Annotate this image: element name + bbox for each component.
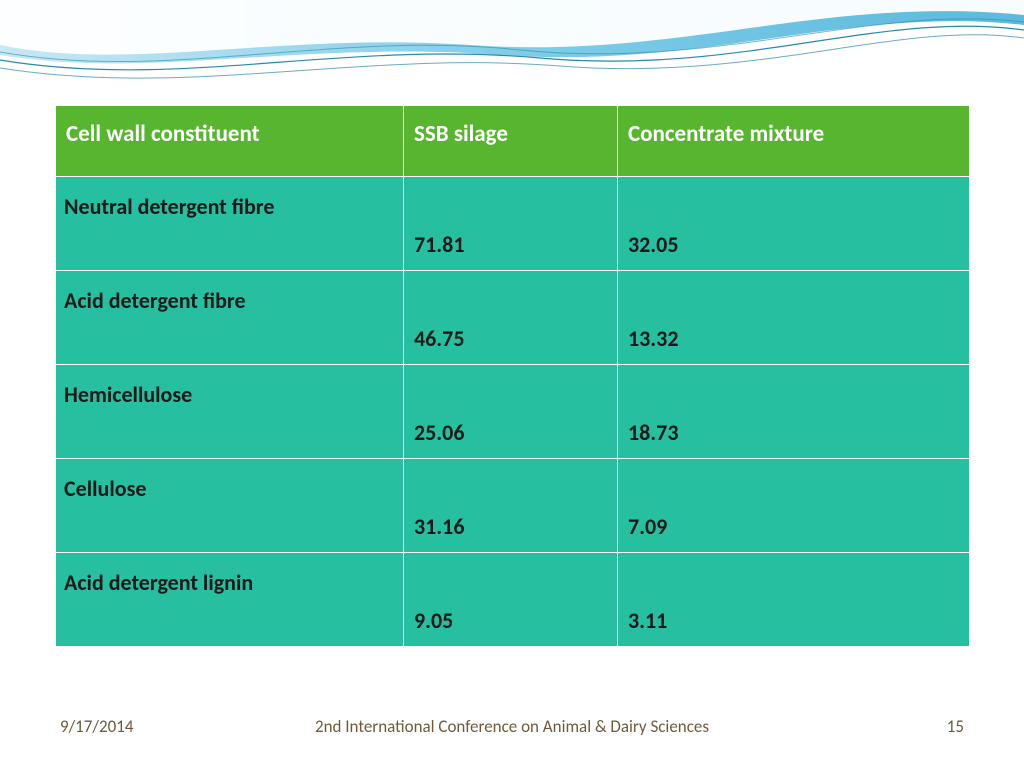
cell-ssb: 31.16: [404, 459, 618, 553]
cell-conc: 18.73: [618, 365, 970, 459]
decorative-wave: [0, 0, 1024, 120]
table-row: Cellulose 31.16 7.09: [56, 459, 970, 553]
col-header-ssb: SSB silage: [404, 106, 618, 177]
footer-title: 2nd International Conference on Animal &…: [0, 716, 1024, 737]
table-row: Hemicellulose 25.06 18.73: [56, 365, 970, 459]
cell-name: Hemicellulose: [56, 365, 404, 459]
cell-name: Cellulose: [56, 459, 404, 553]
cell-ssb: 71.81: [404, 177, 618, 271]
table-container: Cell wall constituent SSB silage Concent…: [55, 105, 969, 647]
cell-ssb: 46.75: [404, 271, 618, 365]
cell-conc: 32.05: [618, 177, 970, 271]
col-header-constituent: Cell wall constituent: [56, 106, 404, 177]
cell-ssb: 9.05: [404, 553, 618, 647]
cell-name: Acid detergent fibre: [56, 271, 404, 365]
slide-footer: 9/17/2014 2nd International Conference o…: [0, 716, 1024, 740]
cell-ssb: 25.06: [404, 365, 618, 459]
col-header-concentrate: Concentrate mixture: [618, 106, 970, 177]
table-header-row: Cell wall constituent SSB silage Concent…: [56, 106, 970, 177]
table-row: Neutral detergent fibre 71.81 32.05: [56, 177, 970, 271]
constituent-table: Cell wall constituent SSB silage Concent…: [55, 105, 970, 647]
table-row: Acid detergent lignin 9.05 3.11: [56, 553, 970, 647]
cell-conc: 13.32: [618, 271, 970, 365]
cell-conc: 7.09: [618, 459, 970, 553]
table-row: Acid detergent fibre 46.75 13.32: [56, 271, 970, 365]
cell-name: Acid detergent lignin: [56, 553, 404, 647]
footer-page-number: 15: [947, 716, 964, 737]
cell-conc: 3.11: [618, 553, 970, 647]
cell-name: Neutral detergent fibre: [56, 177, 404, 271]
